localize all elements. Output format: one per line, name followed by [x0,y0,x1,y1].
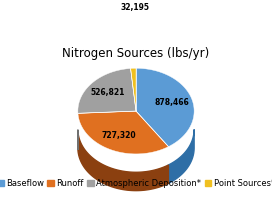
Polygon shape [131,68,136,111]
Text: 878,466: 878,466 [155,98,190,108]
Polygon shape [136,68,194,147]
Text: 526,821: 526,821 [90,88,125,97]
Polygon shape [78,111,168,154]
Polygon shape [168,129,194,183]
Text: 32,195: 32,195 [121,3,150,12]
Legend: Baseflow, Runoff, Atmospheric Deposition*, Point Sources*: Baseflow, Runoff, Atmospheric Deposition… [0,175,272,191]
Polygon shape [78,132,168,191]
Text: 727,320: 727,320 [102,131,137,141]
Polygon shape [78,69,136,113]
Text: Nitrogen Sources (lbs/yr): Nitrogen Sources (lbs/yr) [62,47,210,60]
